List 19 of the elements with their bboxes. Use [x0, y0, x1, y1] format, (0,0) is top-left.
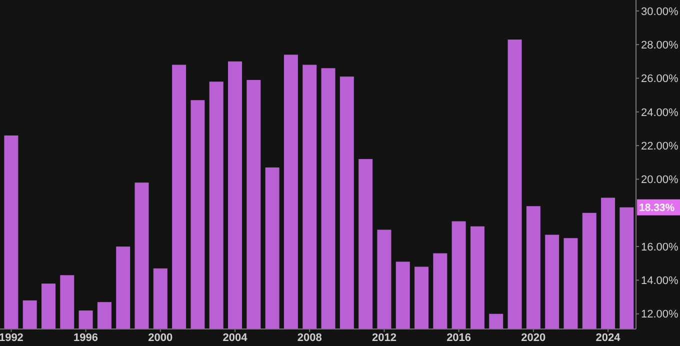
y-tick-label: 22.00% — [641, 140, 679, 152]
x-tick-label: 1992 — [0, 332, 24, 344]
x-tick-label: 1996 — [74, 332, 98, 344]
y-tick-label: 30.00% — [641, 6, 679, 18]
y-tick-label: 28.00% — [641, 39, 679, 52]
x-tick-label: 2016 — [446, 332, 472, 344]
y-tick-label: 12.00% — [641, 308, 679, 321]
y-tick-label: 26.00% — [641, 73, 679, 86]
x-tick-label: 2000 — [148, 332, 173, 344]
y-tick-label: 14.00% — [641, 275, 679, 288]
x-tick-label: 2008 — [297, 332, 322, 344]
y-tick-label: 20.00% — [641, 174, 679, 186]
annotation: 18.33% — [639, 202, 676, 214]
y-tick-label: 24.00% — [641, 106, 679, 119]
x-tick-label: 2004 — [222, 332, 248, 344]
x-tick-label: 2024 — [596, 332, 622, 344]
x-tick-label: 2012 — [372, 332, 396, 344]
y-tick-label: 16.00% — [641, 241, 679, 254]
x-tick-label: 2020 — [521, 332, 546, 344]
